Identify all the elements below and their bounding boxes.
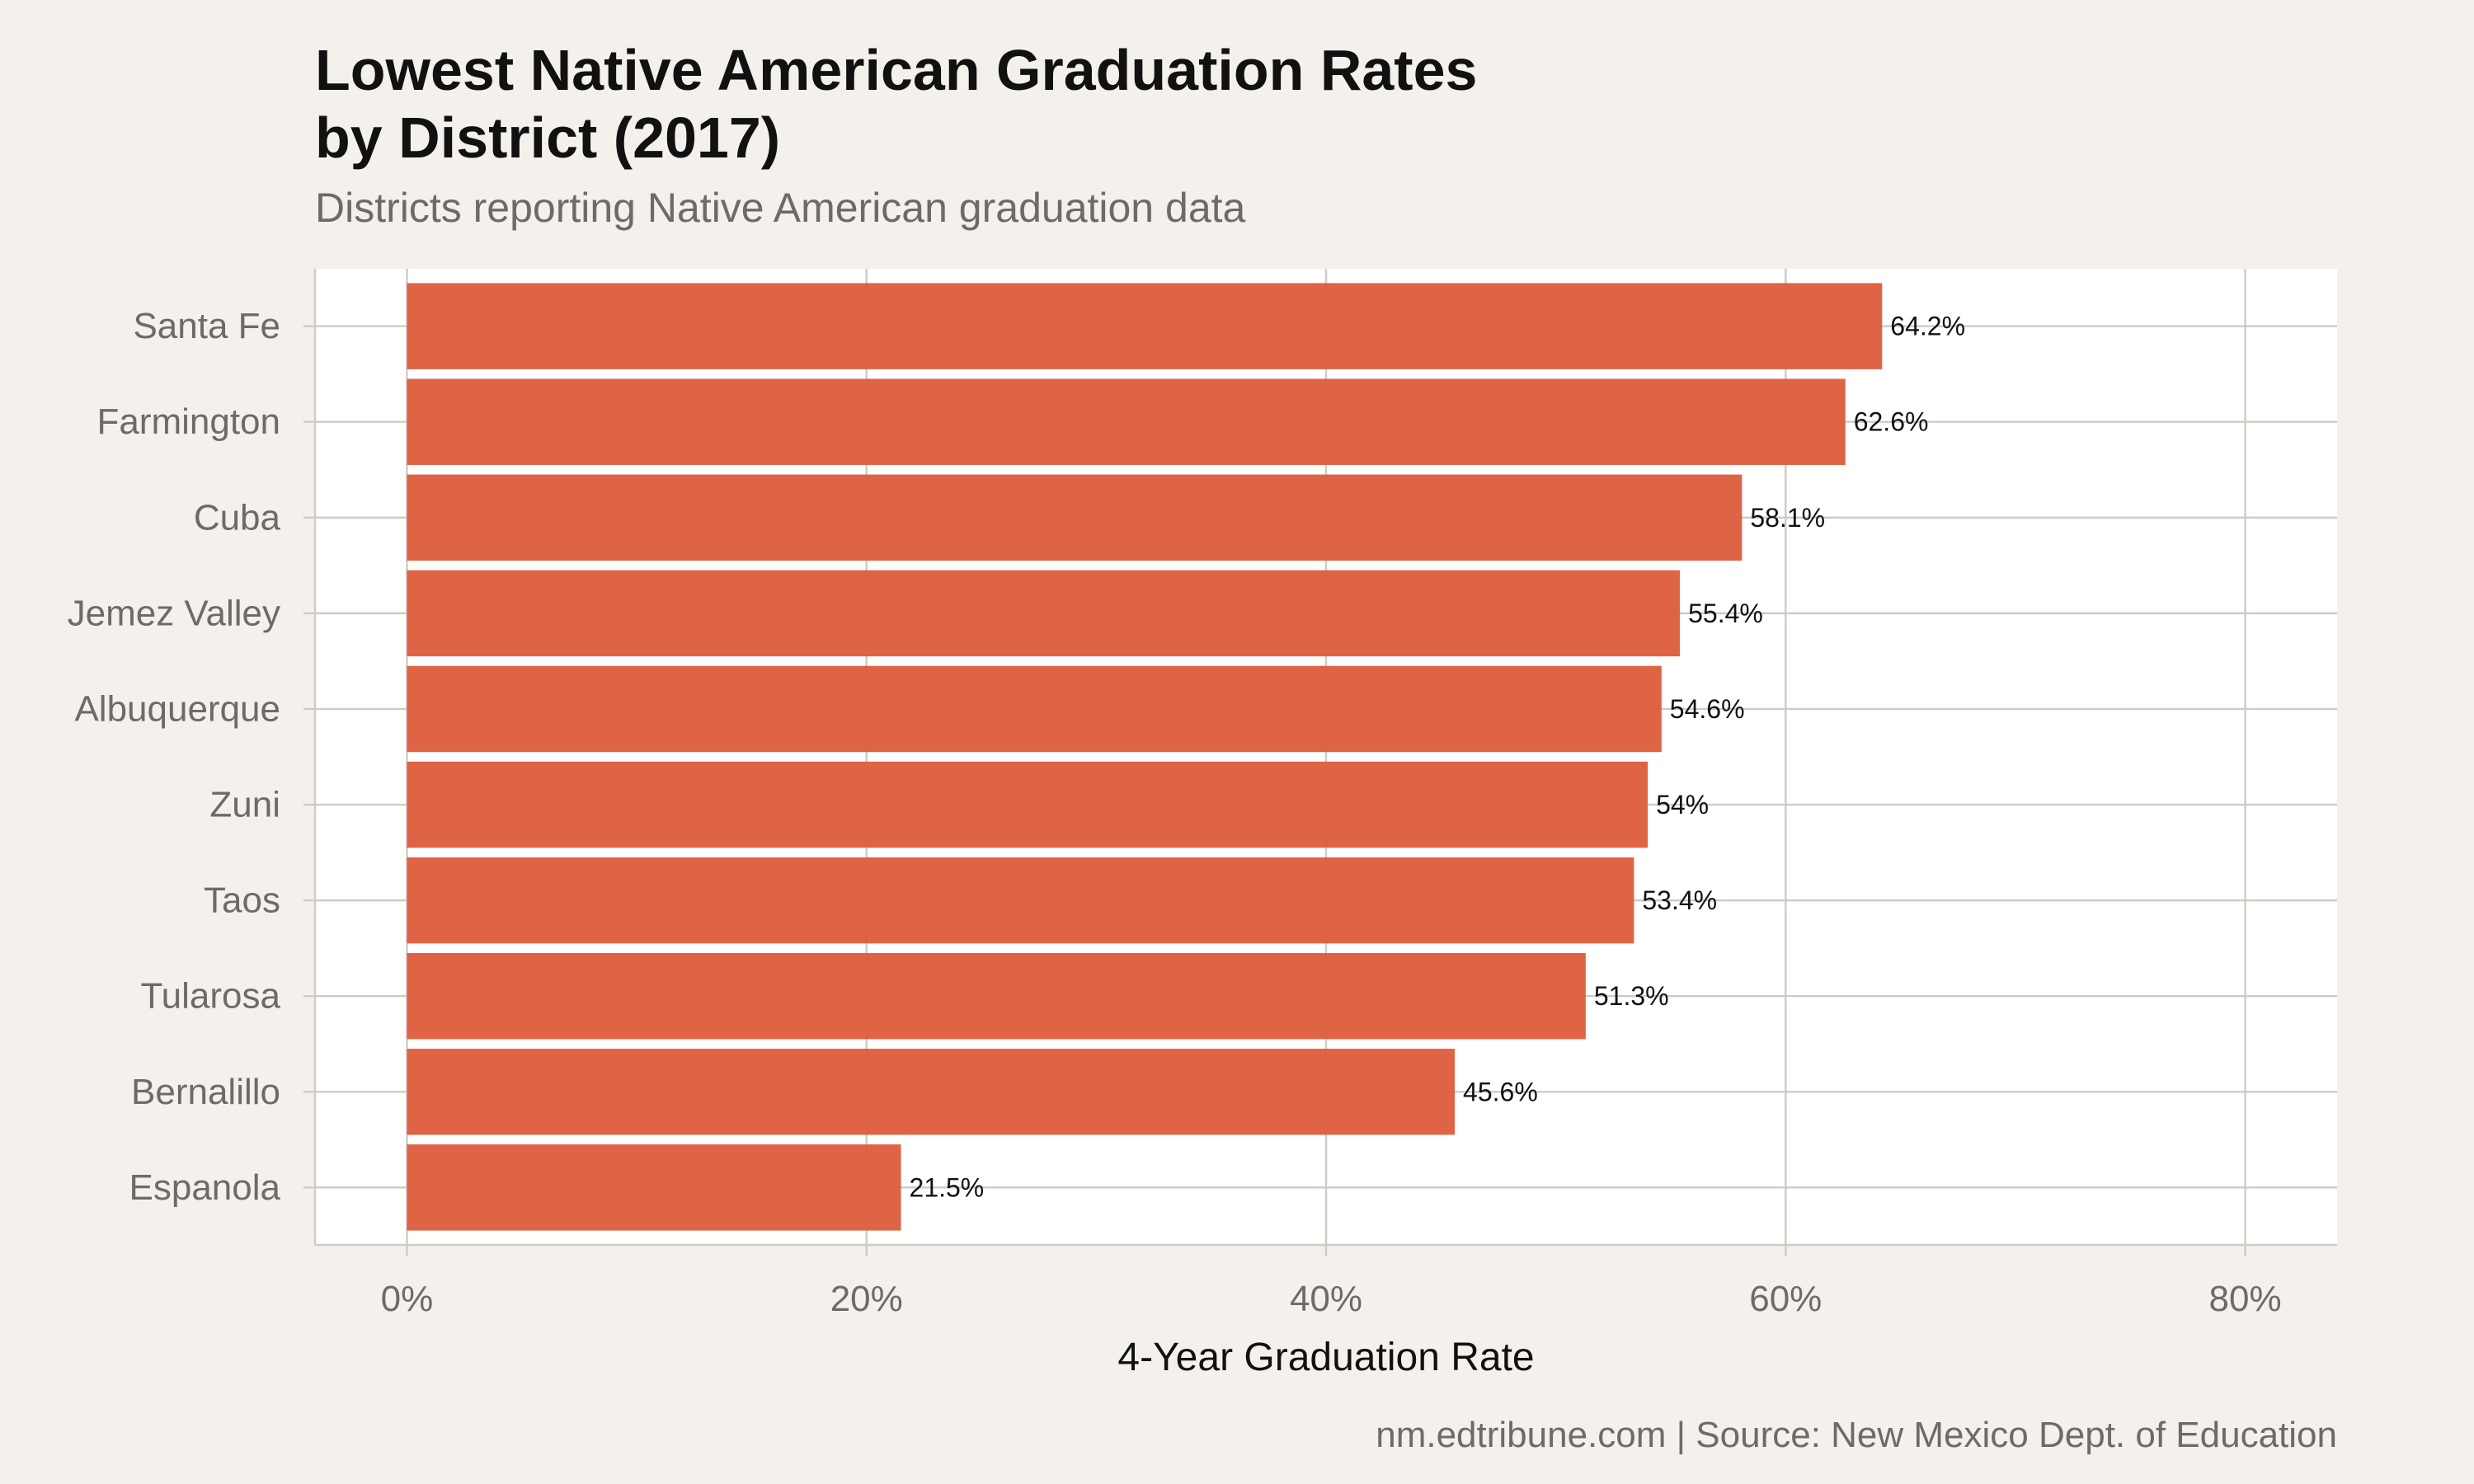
data-label: 58.1% xyxy=(1750,503,1825,533)
bar xyxy=(407,857,1634,944)
bar xyxy=(407,952,1586,1040)
chart-caption: nm.edtribune.com | Source: New Mexico De… xyxy=(1376,1415,2337,1455)
data-label: 54% xyxy=(1656,790,1709,819)
x-tick-label: 20% xyxy=(830,1279,903,1319)
y-tick-label: Albuquerque xyxy=(74,688,280,729)
data-label: 62.6% xyxy=(1854,407,1929,437)
bar xyxy=(407,665,1662,753)
data-label: 53.4% xyxy=(1642,885,1717,915)
x-tick-label: 80% xyxy=(2209,1279,2282,1319)
bar xyxy=(407,474,1743,561)
data-labels: 64.2% 62.6% 58.1% 55.4% 54.6% 54% 53.4% 51.3% 45… xyxy=(910,312,1966,1203)
bars xyxy=(407,283,1883,1231)
data-label: 64.2% xyxy=(1890,312,1965,341)
y-tick-label: Bernalillo xyxy=(131,1072,280,1112)
chart-title: Lowest Native American Graduation Rates … xyxy=(315,36,2294,171)
y-tick-label: Cuba xyxy=(194,497,281,538)
x-tick-label: 0% xyxy=(381,1279,434,1319)
chart-subtitle: Districts reporting Native American grad… xyxy=(315,185,1246,231)
x-axis: 0% 20% 40% 60% 80% 4-Year Graduation Rate xyxy=(381,1245,2282,1379)
y-tick-label: Espanola xyxy=(129,1167,281,1208)
data-label: 45.6% xyxy=(1463,1077,1538,1106)
bar xyxy=(407,761,1649,848)
bar xyxy=(407,1049,1456,1135)
y-tick-label: Santa Fe xyxy=(133,306,280,346)
y-tick-label: Tularosa xyxy=(140,976,280,1017)
data-label: 55.4% xyxy=(1688,599,1763,628)
bar xyxy=(407,1144,901,1231)
chart-title-line-1: Lowest Native American Graduation Rates xyxy=(315,38,1478,102)
data-label: 21.5% xyxy=(910,1172,985,1202)
data-label: 51.3% xyxy=(1594,981,1669,1011)
bar xyxy=(407,283,1883,369)
x-tick-label: 60% xyxy=(1749,1279,1822,1319)
y-tick-label: Zuni xyxy=(209,785,280,825)
y-tick-label: Taos xyxy=(204,881,280,921)
bar xyxy=(407,570,1681,657)
y-tick-label: Jemez Valley xyxy=(68,593,280,633)
x-tick-label: 40% xyxy=(1290,1279,1362,1319)
chart-title-line-2: by District (2017) xyxy=(315,106,781,170)
x-axis-title: 4-Year Graduation Rate xyxy=(1117,1336,1534,1379)
y-axis: Santa Fe Farmington Cuba Jemez Valley Albuqu… xyxy=(68,306,315,1208)
data-label: 54.6% xyxy=(1670,694,1745,724)
bar xyxy=(407,378,1846,465)
y-tick-label: Farmington xyxy=(96,402,280,442)
